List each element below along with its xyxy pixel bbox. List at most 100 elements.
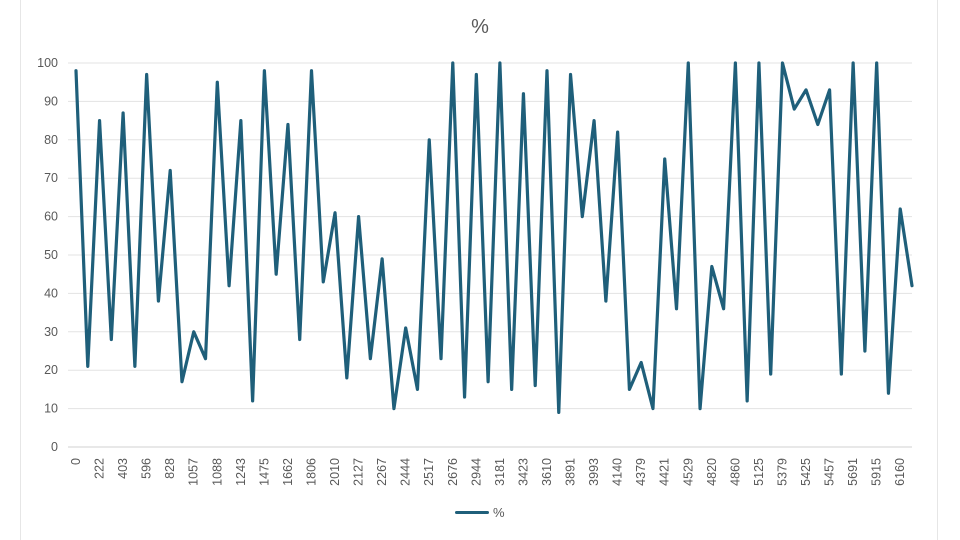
y-tick-label: 100 [37,56,58,70]
data-point [427,138,431,142]
data-point [86,364,90,368]
data-point [663,157,667,161]
data-point [675,307,679,311]
data-point [557,410,561,414]
chart-title: % [471,16,489,38]
x-tick-label: 5425 [799,458,813,486]
data-point [74,69,78,73]
data-point [192,330,196,334]
y-tick-label: 80 [44,133,58,147]
x-tick-label: 3181 [493,458,507,486]
data-point [616,130,620,134]
data-point [321,280,325,284]
x-tick-label: 828 [163,458,177,479]
x-tick-label: 2010 [328,458,342,486]
data-point [757,61,761,65]
data-point [392,407,396,411]
data-point [215,80,219,84]
data-point [804,88,808,92]
y-tick-label: 0 [51,440,58,454]
data-point [686,61,690,65]
data-point [533,384,537,388]
data-point [309,69,313,73]
data-point [98,119,102,123]
data-point [298,337,302,341]
data-point [910,284,914,288]
legend-label: % [493,505,505,520]
data-point [251,399,255,403]
x-tick-label: 1475 [257,458,271,486]
data-point [698,407,702,411]
data-point [451,61,455,65]
data-point [109,337,113,341]
data-point [886,391,890,395]
data-point [569,73,573,77]
x-tick-label: 2444 [399,458,413,486]
data-point [286,122,290,126]
x-tick-label: 3891 [564,458,578,486]
data-point [204,357,208,361]
data-point [828,88,832,92]
data-point [792,107,796,111]
data-point [227,284,231,288]
data-point [274,272,278,276]
legend-swatch [455,511,489,514]
x-axis-ticks: 0 222 403 596 828 1057 1088 1243 1475 1662 1806 201… [69,458,907,486]
y-axis-ticks: 0 10 20 30 40 50 60 70 80 90 100 [37,56,58,454]
x-tick-label: 1662 [281,458,295,486]
y-tick-label: 70 [44,171,58,185]
data-point [133,364,137,368]
x-tick-label: 0 [69,458,83,465]
y-tick-label: 10 [44,402,58,416]
x-tick-label: 1806 [304,458,318,486]
data-point [521,92,525,96]
x-tick-label: 4140 [611,458,625,486]
data-point [486,380,490,384]
data-point [592,119,596,123]
data-point [510,387,514,391]
data-point [415,387,419,391]
data-point [722,307,726,311]
x-tick-label: 403 [116,458,130,479]
data-point [156,299,160,303]
x-tick-label: 5691 [846,458,860,486]
x-tick-label: 3610 [540,458,554,486]
data-point [710,265,714,269]
x-tick-label: 4860 [728,458,742,486]
data-point [262,69,266,73]
x-tick-label: 596 [140,458,154,479]
gridlines [68,62,912,448]
x-tick-label: 3423 [516,458,530,486]
x-tick-label: 2944 [469,458,483,486]
x-tick-label: 3993 [587,458,601,486]
data-point [733,61,737,65]
data-point [898,207,902,211]
x-tick-label: 2517 [422,458,436,486]
data-point [168,169,172,173]
data-point [580,215,584,219]
x-tick-label: 1057 [187,458,201,486]
x-tick-label: 1243 [234,458,248,486]
legend: % [455,505,505,520]
series-line [74,61,914,415]
x-tick-label: 5125 [752,458,766,486]
data-point [863,349,867,353]
y-tick-label: 30 [44,325,58,339]
data-point [368,357,372,361]
data-point [651,407,655,411]
data-point [851,61,855,65]
data-point [333,211,337,215]
x-tick-label: 222 [93,458,107,479]
data-point [627,387,631,391]
data-point [463,395,467,399]
data-point [745,399,749,403]
series-layer [74,61,914,415]
data-point [474,73,478,77]
data-point [839,372,843,376]
x-tick-label: 5379 [775,458,789,486]
data-point [145,73,149,77]
data-point [380,257,384,261]
data-point [439,357,443,361]
x-tick-label: 2676 [446,458,460,486]
x-tick-label: 4379 [634,458,648,486]
